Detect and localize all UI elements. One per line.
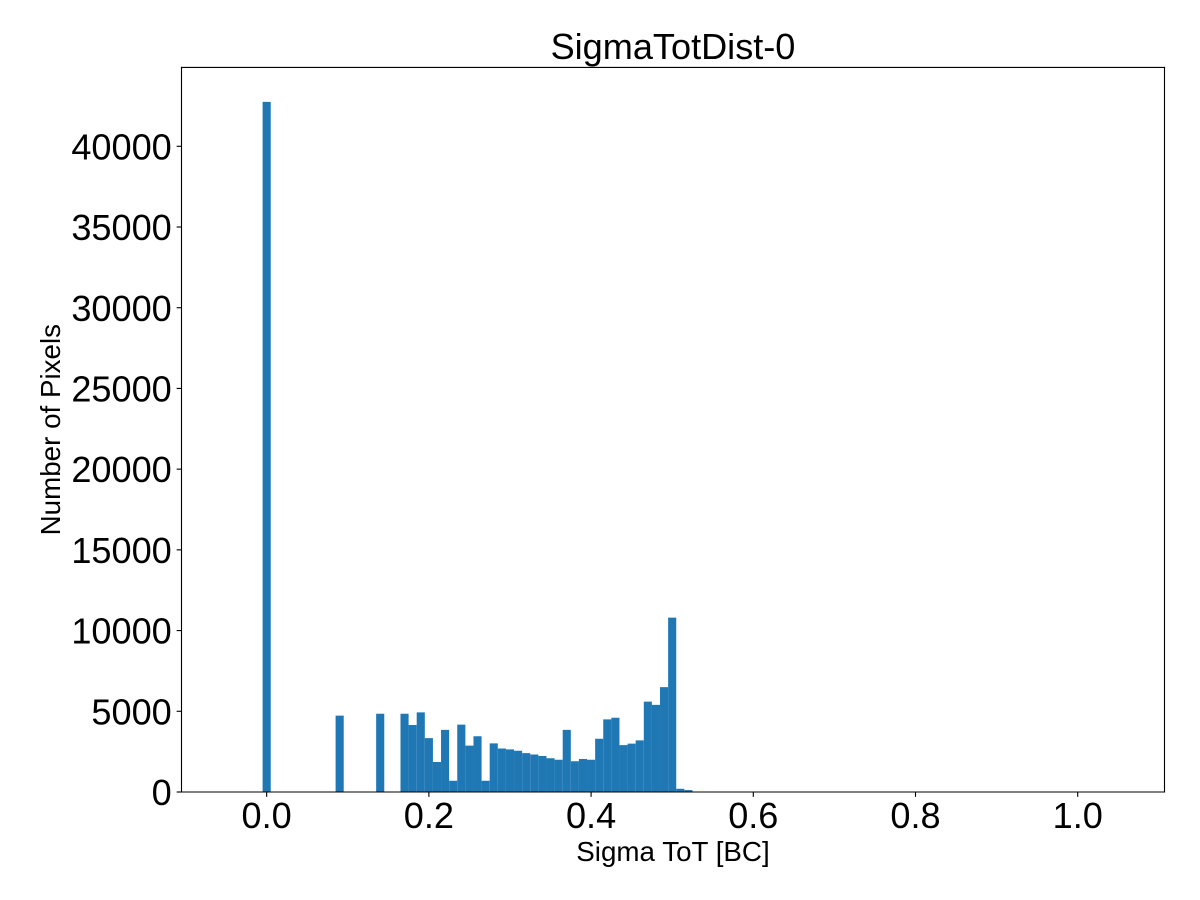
svg-text:SigmaTotDist-0: SigmaTotDist-0 (551, 26, 796, 67)
svg-text:35000: 35000 (71, 207, 171, 248)
svg-text:Sigma ToT [BC]: Sigma ToT [BC] (576, 836, 769, 867)
svg-text:Number of Pixels: Number of Pixels (35, 324, 66, 535)
svg-text:15000: 15000 (71, 530, 171, 571)
svg-text:25000: 25000 (71, 369, 171, 410)
svg-text:30000: 30000 (71, 288, 171, 329)
svg-text:0.8: 0.8 (890, 795, 940, 836)
svg-text:0.4: 0.4 (566, 795, 616, 836)
svg-text:10000: 10000 (71, 611, 171, 652)
svg-text:5000: 5000 (91, 691, 171, 732)
svg-text:40000: 40000 (71, 126, 171, 167)
svg-text:1.0: 1.0 (1053, 795, 1103, 836)
svg-text:0.2: 0.2 (404, 795, 454, 836)
svg-text:0: 0 (152, 772, 172, 813)
svg-text:0.0: 0.0 (242, 795, 292, 836)
svg-text:0.6: 0.6 (728, 795, 778, 836)
svg-text:20000: 20000 (71, 449, 171, 490)
